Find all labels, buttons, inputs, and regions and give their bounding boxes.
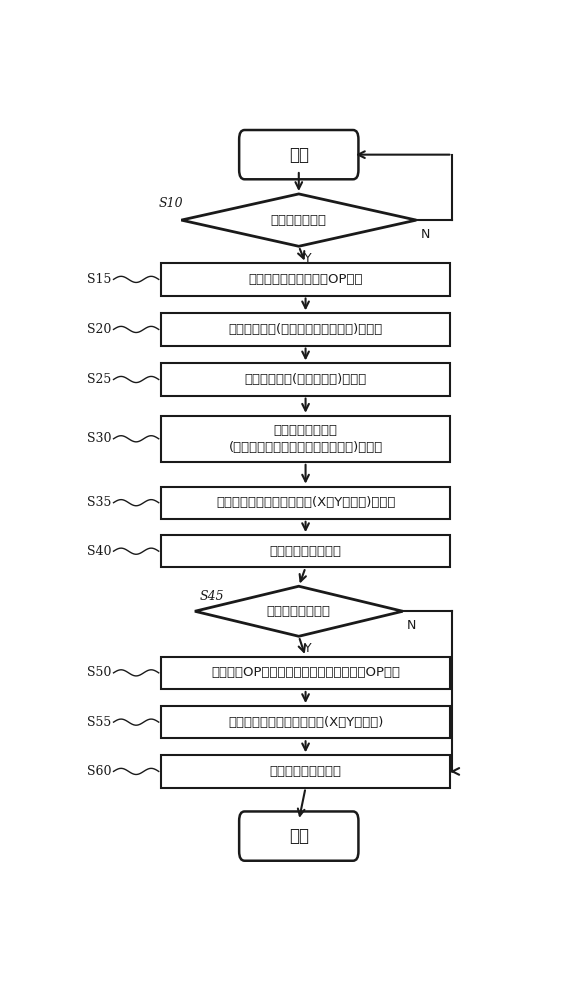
Polygon shape xyxy=(181,194,416,246)
Text: S45: S45 xyxy=(199,590,224,603)
Bar xyxy=(161,416,450,462)
Text: 运行双刺绣机？: 运行双刺绣机？ xyxy=(271,214,327,227)
Text: S20: S20 xyxy=(87,323,111,336)
Bar xyxy=(161,313,450,346)
Text: 把设计图案加载到第一OP面板: 把设计图案加载到第一OP面板 xyxy=(248,273,363,286)
Text: 运行第二刺绣机？: 运行第二刺绣机？ xyxy=(267,605,331,618)
Text: S25: S25 xyxy=(87,373,111,386)
Text: S30: S30 xyxy=(87,432,111,445)
Text: 第二刺绣机生产刺绣: 第二刺绣机生产刺绣 xyxy=(269,765,342,778)
Text: S55: S55 xyxy=(87,716,111,729)
Text: S40: S40 xyxy=(87,545,111,558)
FancyBboxPatch shape xyxy=(239,811,359,861)
Text: 第一刺绣机生产刺绣: 第一刺绣机生产刺绣 xyxy=(269,545,342,558)
Text: S10: S10 xyxy=(159,197,184,210)
Text: 复制第一OP面板的生产信息后传输到第二OP面板: 复制第一OP面板的生产信息后传输到第二OP面板 xyxy=(211,666,400,679)
FancyBboxPatch shape xyxy=(239,130,359,179)
Text: N: N xyxy=(407,619,417,632)
Text: 设定基本信息(倍率、旋转及镜射等)并储存: 设定基本信息(倍率、旋转及镜射等)并储存 xyxy=(229,323,382,336)
Text: S50: S50 xyxy=(87,666,111,679)
Text: S35: S35 xyxy=(87,496,111,509)
Text: N: N xyxy=(421,228,430,241)
Bar xyxy=(161,657,450,689)
Bar xyxy=(161,263,450,296)
Polygon shape xyxy=(195,586,403,636)
Bar xyxy=(161,535,450,567)
Bar xyxy=(161,706,450,738)
Text: Y: Y xyxy=(304,642,312,655)
Text: 结束: 结束 xyxy=(289,827,309,845)
Text: 第二刺绣机移动到初始位置(X、Y坐标值): 第二刺绣机移动到初始位置(X、Y坐标值) xyxy=(228,716,383,729)
Text: 输入针座信息(颜色、顺序)并储存: 输入针座信息(颜色、顺序)并储存 xyxy=(244,373,367,386)
Text: S15: S15 xyxy=(87,273,111,286)
Bar xyxy=(161,755,450,788)
Bar xyxy=(161,363,450,396)
Text: 开始: 开始 xyxy=(289,146,309,164)
Text: Y: Y xyxy=(304,252,312,265)
Bar xyxy=(161,487,450,519)
Text: 确定第一刺绣机的初始位置(X、Y坐标值)并储存: 确定第一刺绣机的初始位置(X、Y坐标值)并储存 xyxy=(216,496,395,509)
Text: 设定其它选项信息
(最高速度、最低速度及刺绣速度等)并储存: 设定其它选项信息 (最高速度、最低速度及刺绣速度等)并储存 xyxy=(229,424,382,454)
Text: S60: S60 xyxy=(87,765,111,778)
